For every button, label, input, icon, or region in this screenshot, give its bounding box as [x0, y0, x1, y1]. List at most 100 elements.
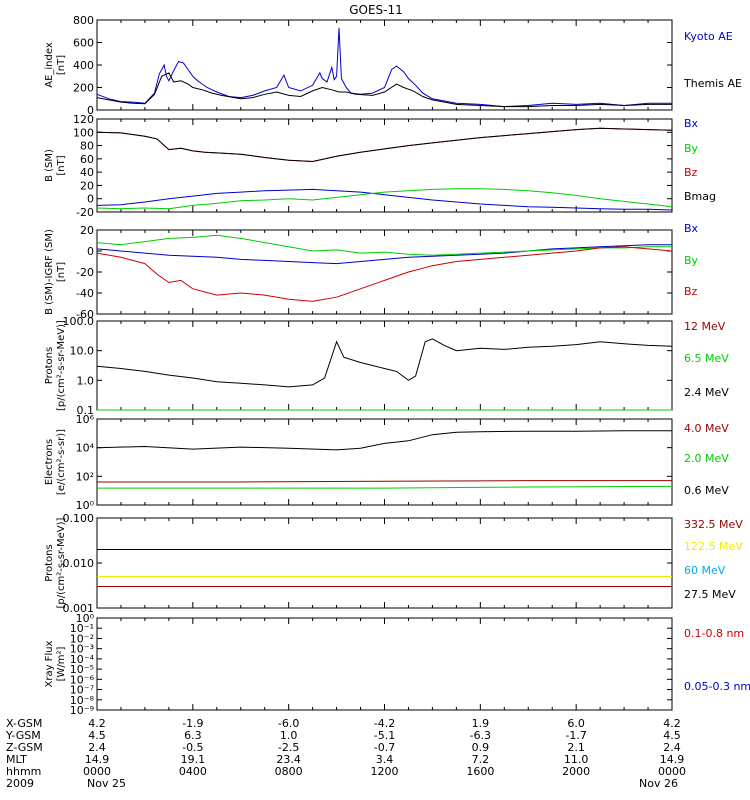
legend-label: Themis AE	[683, 77, 742, 90]
y-tick-label: 10⁻¹	[70, 622, 94, 635]
ephemeris-value: 2.1	[567, 741, 585, 754]
panel-3: -60 -40 -20 0 20 B (SM)-IGRF (SM) [nT] Bx By Bz	[44, 222, 699, 321]
ephemeris-value: -1.9	[182, 717, 203, 730]
y-tick-label: 10⁻⁴	[70, 653, 95, 666]
series-line-by	[96, 234, 672, 256]
ephemeris-value: -0.5	[182, 741, 203, 754]
ephemeris-row-label: hhmm	[6, 765, 41, 778]
ephemeris-value: 1200	[371, 765, 399, 778]
ephemeris-value: 1.0	[280, 729, 298, 742]
ephemeris-value: 7.2	[472, 753, 490, 766]
ephemeris-value: -6.0	[278, 717, 299, 730]
y-tick-label: 100	[73, 126, 94, 139]
ephemeris-value: 4.5	[663, 729, 681, 742]
ephemeris-value: 0000	[83, 765, 111, 778]
ephemeris-row-label: 2009	[6, 777, 34, 790]
ephemeris-value: 3.4	[376, 753, 394, 766]
series-line-bz	[96, 246, 673, 302]
legend-label: 2.0 MeV	[684, 452, 729, 465]
ephemeris-value: 4.2	[88, 717, 106, 730]
y-tick-label: 10⁰	[76, 612, 95, 625]
panel-frame	[96, 118, 673, 213]
y-tick-label: -20	[76, 266, 94, 279]
y-axis-label: B (SM)	[44, 149, 55, 182]
ephemeris-table: X-GSMY-GSMZ-GSMMLThhmm20094.24.52.414.90…	[5, 717, 686, 790]
legend-label: 332.5 MeV	[684, 518, 743, 531]
series-line-2-4-mev	[96, 338, 673, 388]
ephemeris-value: -6.3	[470, 729, 491, 742]
y-tick-label: 0.010	[63, 557, 95, 570]
ephemeris-value: 4.5	[88, 729, 106, 742]
y-axis-label: [nT]	[56, 262, 67, 282]
y-axis-label: [e/(cm²-s-sr)]	[56, 429, 67, 495]
ephemeris-value: 6.0	[567, 717, 585, 730]
ephemeris-value: 0800	[275, 765, 303, 778]
legend-label: Bx	[684, 222, 699, 235]
y-tick-label: 0	[87, 104, 94, 117]
y-tick-label: 10⁰	[76, 499, 95, 512]
y-axis-label: Xray Flux	[44, 640, 55, 687]
ephemeris-value: 0000	[658, 765, 686, 778]
ephemeris-value: 0.9	[472, 741, 490, 754]
legend-label: Bz	[684, 285, 698, 298]
legend-label: 0.1-0.8 nm	[684, 627, 744, 640]
y-tick-label: 20	[80, 179, 94, 192]
y-tick-label: 200	[73, 82, 94, 95]
ephemeris-value: 11.0	[564, 753, 589, 766]
legend-label: Bmag	[684, 190, 716, 203]
y-tick-label: 20	[80, 224, 94, 237]
panel-frame	[96, 517, 673, 609]
panel-5: 10⁰ 10² 10⁴ 10⁶ Electrons [e/(cm²-s-sr)] 4.0 M…	[44, 413, 729, 512]
legend-label: 60 MeV	[684, 564, 726, 577]
y-axis-label: AE_index	[44, 42, 55, 88]
ephemeris-value: 6.3	[184, 729, 202, 742]
legend-label: 122.5 MeV	[684, 540, 743, 553]
y-tick-label: 10⁻⁸	[70, 694, 95, 707]
y-tick-label: 120	[73, 113, 94, 126]
ephemeris-value: -0.7	[374, 741, 395, 754]
panel-1: 0 200 400 600 800 AE_index [nT] Kyoto AE Themis …	[44, 14, 742, 117]
panel-frame	[96, 418, 673, 506]
y-axis-label: [p/(cm²-s-sr-MeV)]	[56, 320, 67, 411]
series-line-4-0-mev	[97, 480, 672, 483]
ephemeris-value: 2000	[562, 765, 590, 778]
ephemeris-value: -4.2	[374, 717, 395, 730]
y-tick-label: 10⁻⁵	[70, 663, 94, 676]
y-tick-label: 0	[87, 193, 94, 206]
ephemeris-value: 1.9	[472, 717, 490, 730]
ephemeris-value: 2.4	[663, 741, 681, 754]
series-line-kyoto-ae	[96, 27, 672, 108]
ephemeris-value: -2.5	[278, 741, 299, 754]
panel-frame	[96, 229, 673, 315]
y-tick-label: 80	[80, 140, 94, 153]
series-line-bx	[96, 244, 672, 265]
y-tick-label: 10⁶	[76, 413, 95, 426]
ephemeris-value: Nov 26	[639, 777, 678, 790]
ephemeris-value: 23.4	[276, 753, 301, 766]
panel-6: 0.001 0.010 0.100 Protons [p/(cm²-s-sr-MeV)]…	[44, 512, 743, 615]
ephemeris-value: 1600	[466, 765, 494, 778]
y-tick-label: 0.100	[63, 512, 95, 525]
legend-label: By	[684, 142, 699, 155]
y-tick-label: 0.001	[63, 602, 95, 615]
legend-label: Kyoto AE	[684, 30, 733, 43]
panel-frame	[96, 19, 673, 111]
y-tick-label: 0	[87, 245, 94, 258]
y-tick-label: 10⁻⁹	[70, 704, 94, 717]
y-tick-label: 10²	[76, 470, 94, 483]
legend-label: By	[684, 254, 699, 267]
y-tick-label: 60	[80, 153, 94, 166]
ephemeris-row-label: X-GSM	[6, 717, 42, 730]
panel-frame	[96, 320, 673, 411]
legend-label: Bz	[684, 166, 698, 179]
legend-label: 12 MeV	[684, 320, 726, 333]
y-axis-label: Protons	[44, 347, 55, 384]
series-line-0-6-mev	[96, 430, 672, 451]
ephemeris-value: 2.4	[88, 741, 106, 754]
y-axis-label: [nT]	[56, 55, 67, 75]
series-line-2-0-mev	[97, 485, 673, 489]
legend-label: 27.5 MeV	[684, 588, 736, 601]
ephemeris-value: 19.1	[181, 753, 206, 766]
